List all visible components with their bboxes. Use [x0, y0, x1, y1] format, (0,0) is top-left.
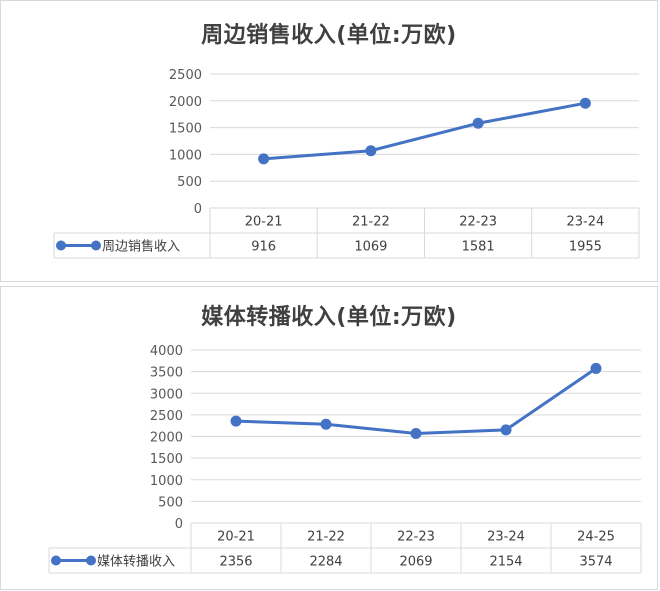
- y-tick-label: 3000: [150, 387, 183, 402]
- legend-marker: [51, 555, 61, 566]
- series-line: [235, 367, 597, 436]
- y-tick-label: 500: [177, 175, 202, 190]
- legend-marker: [56, 240, 66, 251]
- x-tick-label: 20-21: [245, 215, 283, 230]
- data-table-value: 1581: [462, 240, 495, 255]
- legend-marker: [86, 555, 96, 566]
- chart-title: 媒体转播收入(单位:万欧): [201, 305, 457, 330]
- data-table-value: 2069: [399, 555, 432, 570]
- chart-panel-sales: 周边销售收入(单位:万欧) 0 500 1000 1500 2000 2500 20-21 9…: [0, 0, 658, 282]
- media-chart-svg: 0 500 1000 1500 2000 2500 3000 3500 4000 20-21 235…: [48, 344, 642, 574]
- sales-chart-svg: 0 500 1000 1500 2000 2500 20-21 916 21-22 1069 22-…: [53, 68, 640, 259]
- y-tick-label: 2000: [169, 95, 202, 110]
- data-point: [258, 153, 270, 165]
- y-tick-label: 3500: [150, 366, 183, 381]
- x-tick-label: 21-22: [352, 215, 390, 230]
- y-tick-label: 4000: [150, 344, 183, 359]
- series-line: [263, 101, 586, 161]
- y-tick-label: 0: [194, 202, 202, 217]
- y-tick-label: 2000: [150, 431, 183, 446]
- chart-title: 周边销售收入(单位:万欧): [201, 23, 457, 48]
- data-table-value: 2284: [309, 555, 342, 570]
- x-tick-label: 20-21: [217, 530, 255, 545]
- data-table-value: 916: [251, 240, 276, 255]
- legend-label: 周边销售收入: [102, 239, 180, 255]
- y-tick-label: 0: [175, 517, 183, 532]
- data-point: [579, 97, 591, 109]
- legend-marker: [91, 240, 101, 251]
- y-tick-label: 1500: [150, 452, 183, 467]
- data-point: [320, 418, 332, 430]
- y-tick-label: 1000: [169, 148, 202, 163]
- legend-label: 媒体转播收入: [97, 555, 175, 570]
- y-tick-label: 2500: [169, 68, 202, 83]
- y-tick-label: 500: [158, 495, 183, 510]
- x-tick-label: 23-24: [487, 530, 525, 545]
- y-tick-label: 2500: [150, 409, 183, 424]
- x-tick-label: 24-25: [577, 530, 615, 545]
- x-tick-label: 22-23: [459, 215, 497, 230]
- x-tick-label: 21-22: [307, 530, 345, 545]
- data-table-value: 3574: [579, 555, 612, 570]
- y-tick-label: 1500: [169, 122, 202, 137]
- data-table-value: 1955: [569, 240, 602, 255]
- data-point: [410, 428, 422, 440]
- chart-panel-media: 媒体转播收入(单位:万欧) 0 500 1000 1500 2000 2500 3000 35…: [0, 286, 658, 590]
- data-point: [500, 424, 512, 436]
- data-table-value: 1069: [354, 240, 387, 255]
- y-tick-label: 1000: [150, 474, 183, 489]
- data-point: [472, 117, 484, 129]
- data-table-value: 2356: [219, 555, 252, 570]
- data-point: [230, 415, 242, 427]
- x-tick-label: 23-24: [566, 215, 604, 230]
- data-table-value: 2154: [489, 555, 522, 570]
- data-point: [365, 145, 377, 157]
- data-point: [590, 362, 602, 374]
- x-tick-label: 22-23: [397, 530, 435, 545]
